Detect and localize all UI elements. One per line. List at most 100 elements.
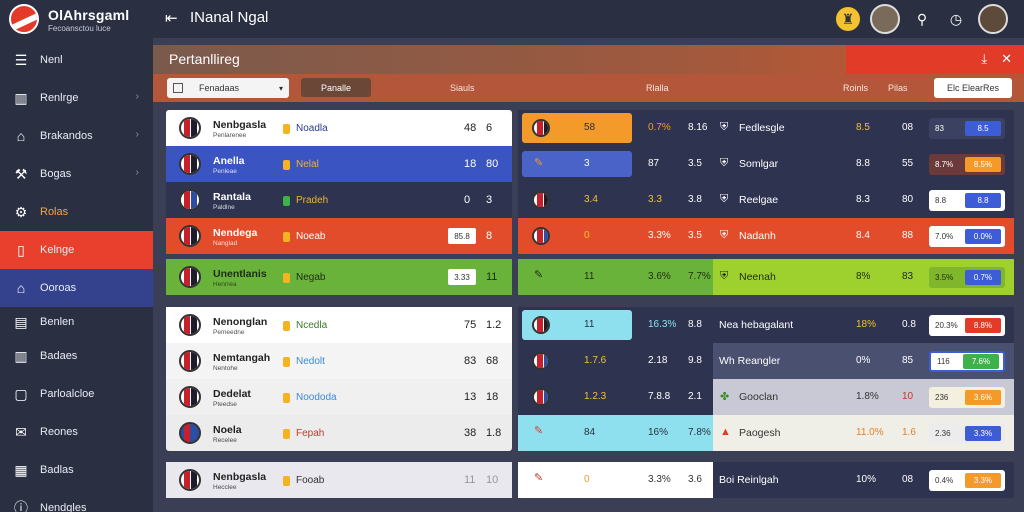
sidebar-item-7[interactable]: ▤ Benlen	[0, 307, 153, 337]
odds-pill[interactable]: 2.36 3.3%	[929, 423, 1005, 444]
back-arrow-icon[interactable]: ⇤	[165, 10, 178, 27]
odds-pill[interactable]: 3.5% 0.7%	[929, 267, 1005, 288]
team-crest-icon	[532, 191, 550, 209]
sidebar-item-4[interactable]: ⚙ Rolas	[0, 193, 153, 231]
table-row[interactable]: Noela Recelee Fepah 38 1.8 ✎ 84 16% 7.8%…	[166, 415, 1014, 451]
table-row[interactable]: Nemtangah Nentohe Nedolt 83 68 1.7.6 2.1…	[166, 343, 1014, 379]
odds-pill[interactable]: 83 8.5	[929, 118, 1005, 139]
team-crest-icon	[179, 189, 201, 211]
team-crest-icon	[179, 422, 201, 444]
pen-icon: ✎	[534, 425, 544, 437]
logo-title: OlAhrsgaml	[48, 7, 130, 23]
chevron-right-icon: ›	[135, 167, 139, 178]
doc-icon: ▯	[17, 241, 25, 258]
filter-bar: Fenadaas ▾ Panalle Siauls Rlalla Roinls …	[153, 74, 1024, 102]
team-crest-icon	[532, 352, 550, 370]
score-chip: 85.8	[448, 228, 476, 244]
odds-pill[interactable]: 116 7.6%	[929, 351, 1005, 372]
sidebar-item-10[interactable]: ✉ Reones	[0, 413, 153, 451]
filter-button[interactable]: Panalle	[301, 78, 371, 97]
sidebar-item-1[interactable]: ▥ Renlrge ›	[0, 79, 153, 117]
pen-icon: ✎	[534, 269, 544, 281]
table-row[interactable]: Rantala Paldlne Pradeh 0 3 3.4 3.3 3.8 ⛨…	[166, 182, 1014, 218]
chevron-right-icon: ›	[135, 91, 139, 102]
team-crest-icon: ⛨	[720, 157, 729, 169]
table-row[interactable]: Nenbgasla Hecclee Fooab 11 10 ✎ 0 3.3% 3…	[166, 462, 1014, 498]
user-avatar[interactable]	[978, 4, 1008, 34]
pin-icon[interactable]: ⤓	[981, 51, 988, 66]
column-header[interactable]: Pilas	[888, 83, 908, 93]
sidebar-item-8[interactable]: ▥ Badaes	[0, 337, 153, 375]
sidebar-item-2[interactable]: ⌂ Brakandos ›	[0, 117, 153, 155]
tools-icon: ⚒	[14, 165, 28, 182]
team-crest-icon	[532, 316, 550, 334]
team-crest-icon	[532, 388, 550, 406]
table-row[interactable]: Dedelat Pteedse Noododa 13 18 1.2.3 7.8.…	[166, 379, 1014, 415]
main-panel: Pertanllireg ⤓ ✕ Fenadaas ▾ Panalle Siau…	[153, 38, 1024, 512]
flag-icon	[283, 320, 290, 331]
gear-icon: ⚙	[14, 203, 28, 220]
table-row[interactable]: Nendega Nanglad Noeab 85.8 8 0 3.3% 3.5 …	[166, 218, 1014, 254]
filter-pill[interactable]: Elc ElearRes	[934, 78, 1012, 98]
odds-pill[interactable]: 8.7% 8.5%	[929, 154, 1005, 175]
filter-select[interactable]: Fenadaas ▾	[167, 78, 289, 98]
flag-icon	[283, 475, 290, 486]
sidebar-item-5[interactable]: ▯ Kelnge	[0, 231, 153, 269]
sidebar-item-3[interactable]: ⚒ Bogas ›	[0, 155, 153, 193]
avatar[interactable]	[870, 4, 900, 34]
flag-icon	[283, 272, 290, 283]
sidebar-item-0[interactable]: ☰ Nenl	[0, 41, 153, 79]
team-crest-icon	[179, 153, 201, 175]
team-crest-icon	[532, 227, 550, 245]
top-actions: ♜ ⚲ ◷	[836, 4, 1008, 34]
list-icon: ▤	[14, 313, 28, 330]
wrench-icon[interactable]: ⚲	[916, 10, 928, 27]
table-row[interactable]: Nenbgasla Penlarenee Noadla 48 6 58 0.7%…	[166, 110, 1014, 146]
team-crest-icon	[532, 119, 550, 137]
team-crest-icon	[179, 266, 201, 288]
flag-icon	[283, 195, 290, 206]
score-chip: 3.33	[448, 269, 476, 285]
odds-pill[interactable]: 8.8 8.8	[929, 190, 1005, 211]
team-crest-icon: ⛨	[720, 193, 729, 205]
odds-pill[interactable]: 236 3.6%	[929, 387, 1005, 408]
table-row[interactable]: Anella Penleae Nelal 18 80 ✎ 3 87 3.5 ⛨ …	[166, 146, 1014, 182]
team-crest-icon: ⛨	[720, 270, 729, 282]
home-icon: ⌂	[16, 280, 26, 296]
tag-icon: ▲	[720, 426, 731, 438]
table-row[interactable]: Nenonglan Pemeedne Ncedla 75 1.2 11 16.3…	[166, 307, 1014, 343]
sidebar-item-6[interactable]: ⌂ Ooroas	[0, 269, 153, 307]
mail-icon: ✉	[15, 423, 27, 440]
table-row[interactable]: Unentlanis Henrrea Negab 3.33 11 ✎ 11 3.…	[166, 259, 1014, 295]
pen-icon: ✎	[534, 157, 544, 169]
team-crest-icon	[179, 225, 201, 247]
column-header[interactable]: Siauls	[450, 83, 475, 93]
flag-icon	[283, 123, 290, 134]
column-header[interactable]: Rlalla	[646, 83, 669, 93]
flag-icon	[283, 356, 290, 367]
column-header[interactable]: Roinls	[843, 83, 869, 93]
app-logo[interactable]: OlAhrsgaml Fecoansctou luce	[0, 0, 153, 38]
page-title: INanal Ngal	[190, 9, 269, 26]
trophy-icon[interactable]: ♜	[836, 7, 860, 31]
box-icon: ▦	[14, 461, 28, 478]
odds-pill[interactable]: 20.3% 8.8%	[929, 315, 1005, 336]
team-crest-icon	[179, 386, 201, 408]
menu-icon: ☰	[14, 51, 28, 68]
odds-pill[interactable]: 7.0% 0.0%	[929, 226, 1005, 247]
panel-header: Pertanllireg ⤓ ✕	[153, 45, 1024, 74]
flag-icon	[283, 231, 290, 242]
sidebar-item-12[interactable]: ⓘ Nendgles	[0, 489, 153, 512]
sidebar-item-11[interactable]: ▦ Badlas	[0, 451, 153, 489]
team-crest-icon: ⛨	[720, 229, 729, 241]
top-bar: ⇤ INanal Ngal ♜ ⚲ ◷	[153, 0, 1024, 38]
odds-pill[interactable]: 0.4% 3.3%	[929, 470, 1005, 491]
flag-icon	[283, 392, 290, 403]
flag-icon	[283, 428, 290, 439]
team-crest-icon: ⛨	[720, 121, 729, 133]
checkbox-icon	[173, 83, 183, 93]
clock-icon[interactable]: ◷	[949, 10, 963, 27]
close-icon[interactable]: ✕	[1001, 51, 1012, 66]
pen-icon: ✎	[534, 472, 544, 484]
sidebar-item-9[interactable]: ▢ Parloalcloe	[0, 375, 153, 413]
